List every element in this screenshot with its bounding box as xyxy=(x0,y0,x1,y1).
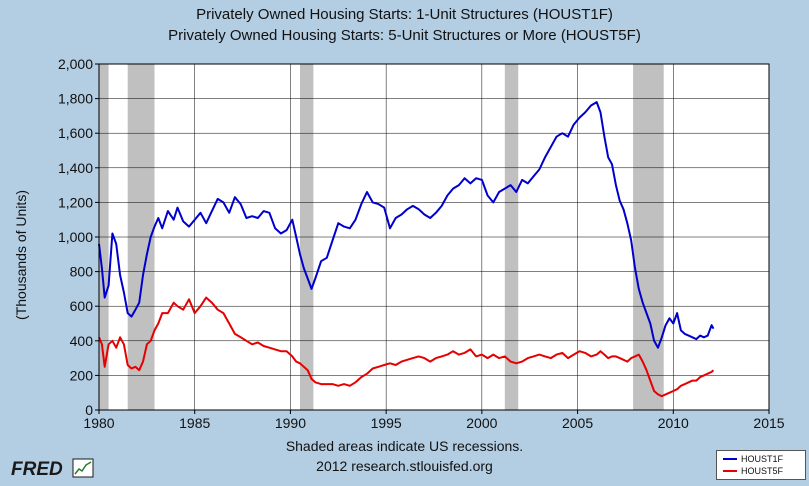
x-tick-label: 1990 xyxy=(275,415,306,431)
fred-logo[interactable]: FRED xyxy=(9,455,99,481)
y-tick-label: 1,600 xyxy=(58,125,93,141)
y-tick-label: 1,800 xyxy=(58,91,93,107)
fred-logo-text: FRED xyxy=(11,459,63,480)
legend-label-houst5f: HOUST5F xyxy=(741,466,784,476)
legend-label-houst1f: HOUST1F xyxy=(741,454,784,464)
chart-title-line-2: Privately Owned Housing Starts: 5-Unit S… xyxy=(168,27,641,44)
series-line-houst5f xyxy=(98,296,715,398)
x-tick-label: 1985 xyxy=(179,415,210,431)
x-tick-label: 2000 xyxy=(466,415,497,431)
x-tick-label: 1980 xyxy=(83,415,114,431)
recession-note: Shaded areas indicate US recessions. xyxy=(285,438,524,454)
gridlines xyxy=(99,64,769,410)
legend: HOUST1F HOUST5F xyxy=(716,450,806,480)
y-axis-label: (Thousands of Units) xyxy=(13,190,29,320)
x-tick-label: 2005 xyxy=(562,415,593,431)
fred-logo-chart-icon xyxy=(72,458,94,478)
y-tick-label: 800 xyxy=(70,264,94,280)
legend-item-houst1f: HOUST1F xyxy=(723,453,783,465)
chart-title-line-1: Privately Owned Housing Starts: 1-Unit S… xyxy=(196,6,613,23)
x-tick-label: 2010 xyxy=(658,415,689,431)
y-tick-label: 0 xyxy=(85,402,93,418)
y-tick-label: 400 xyxy=(70,333,94,349)
series-line-houst1f xyxy=(98,101,715,349)
y-tick-label: 1,200 xyxy=(58,194,93,210)
legend-swatch-houst5f xyxy=(723,470,737,472)
axes: 0 200 400 600 800 1,000 1,200 1,400 1,600 1,800 2,… xyxy=(58,56,785,431)
y-tick-label: 1,000 xyxy=(58,229,93,245)
series-lines xyxy=(98,101,715,398)
x-tick-label: 2015 xyxy=(753,415,784,431)
y-tick-label: 200 xyxy=(70,367,94,383)
y-tick-label: 600 xyxy=(70,298,94,314)
y-tick-label: 2,000 xyxy=(58,56,93,72)
legend-swatch-houst1f xyxy=(723,458,737,460)
credit-line: 2012 research.stlouisfed.org xyxy=(316,458,493,474)
x-tick-label: 1995 xyxy=(371,415,402,431)
legend-item-houst5f: HOUST5F xyxy=(723,465,783,477)
y-tick-label: 1,400 xyxy=(58,160,93,176)
